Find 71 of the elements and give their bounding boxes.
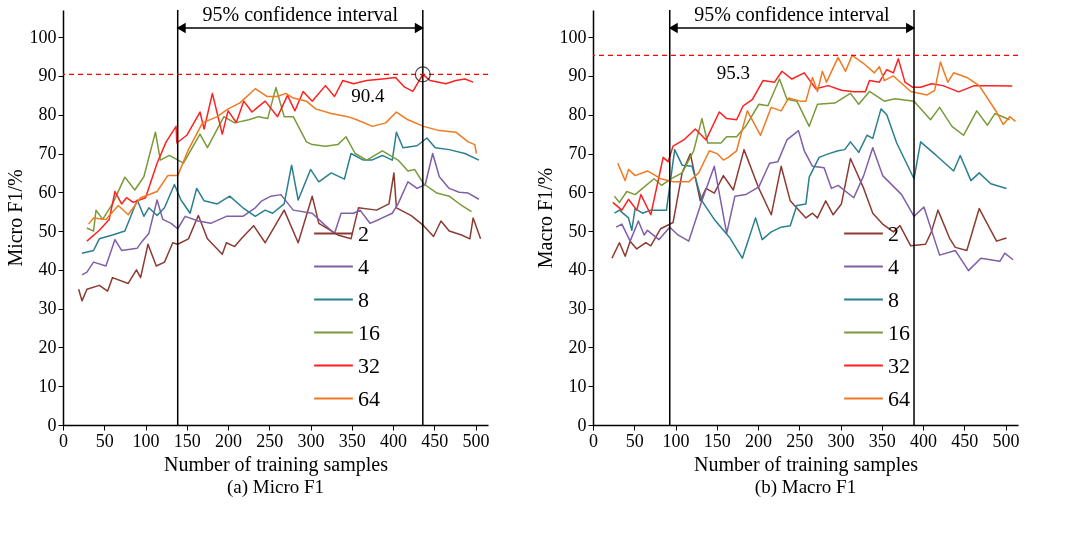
y-tick-label: 20 [568, 336, 587, 357]
y-tick-label: 30 [568, 298, 587, 319]
x-axis-title: Number of training samples [164, 452, 389, 476]
legend-label: 16 [358, 319, 380, 345]
text: (a) Micro F1 [226, 476, 325, 498]
legend-label: 32 [358, 352, 380, 378]
y-tick-label: 0 [47, 414, 57, 435]
x-tick-label: 250 [786, 430, 814, 451]
y-tick-label: 0 [577, 414, 587, 435]
x-tick-label: 400 [380, 430, 408, 451]
x-tick-label: 250 [256, 430, 284, 451]
y-tick-label: 100 [29, 26, 57, 47]
y-tick-label: 100 [559, 26, 587, 47]
line-series [613, 78, 1011, 204]
x-tick-label: 50 [625, 430, 644, 451]
x-tick-label: 400 [910, 430, 938, 451]
y-tick-label: 70 [38, 143, 57, 163]
y-tick-label: 40 [568, 259, 587, 280]
x-tick-label: 500 [992, 430, 1020, 451]
legend-label: 32 [888, 352, 910, 378]
y-tick-label: 80 [38, 104, 57, 125]
y-tick-label: 10 [38, 375, 57, 396]
annotation: 95% confidence interval [202, 3, 399, 25]
legend-label: 4 [888, 253, 899, 279]
x-tick-label: 150 [173, 430, 201, 451]
x-tick-label: 450 [951, 430, 979, 451]
x-tick-label: 350 [868, 430, 896, 451]
legend-label: 8 [888, 286, 899, 312]
y-axis-title: Macro F1/% [533, 167, 556, 269]
y-tick-label: 40 [38, 259, 57, 280]
ref-line-label: 95.3 [716, 62, 750, 84]
text: (b) Macro F1 [754, 476, 857, 498]
y-tick-label: 90 [38, 65, 57, 86]
line-series [613, 108, 1008, 259]
y-tick-label: 70 [568, 143, 587, 163]
x-tick-label: 200 [215, 430, 243, 451]
legend-label: 64 [888, 385, 910, 411]
line-series [81, 131, 480, 254]
x-tick-label: 200 [745, 430, 773, 451]
line-series [612, 58, 1013, 216]
annotation: 90.4 [351, 85, 385, 107]
x-tick-label: 300 [827, 430, 855, 451]
x-tick-label: 300 [297, 430, 325, 451]
y-tick-label: 50 [568, 220, 587, 241]
legend-label: 2 [358, 220, 369, 246]
y-tick-label: 80 [568, 104, 587, 125]
y-tick-label: 20 [38, 336, 57, 357]
line-series [611, 148, 1008, 259]
x-tick-label: 500 [462, 430, 490, 451]
y-tick-label: 90 [568, 65, 587, 86]
x-tick-label: 150 [703, 430, 731, 451]
legend-label: 64 [358, 385, 380, 411]
line-series [615, 129, 1014, 272]
legend-label: 4 [358, 253, 369, 279]
line-series [617, 54, 1017, 183]
x-tick-label: 100 [662, 430, 690, 451]
x-tick-label: 350 [338, 430, 366, 451]
line-series [81, 152, 480, 276]
x-axis-title: Number of training samples [694, 452, 919, 476]
x-tick-label: 100 [132, 430, 160, 451]
y-axis-title: Micro F1/% [3, 169, 26, 267]
x-tick-label: 450 [421, 430, 449, 451]
legend-label: 8 [358, 286, 369, 312]
y-tick-label: 60 [38, 181, 57, 202]
y-tick-label: 50 [38, 220, 57, 241]
y-tick-label: 60 [568, 181, 587, 202]
legend-label: 16 [888, 319, 910, 345]
annotation: 95% confidence interval [694, 3, 891, 25]
y-tick-label: 30 [38, 298, 57, 319]
y-tick-label: 10 [568, 375, 587, 396]
x-tick-label: 50 [95, 430, 114, 451]
